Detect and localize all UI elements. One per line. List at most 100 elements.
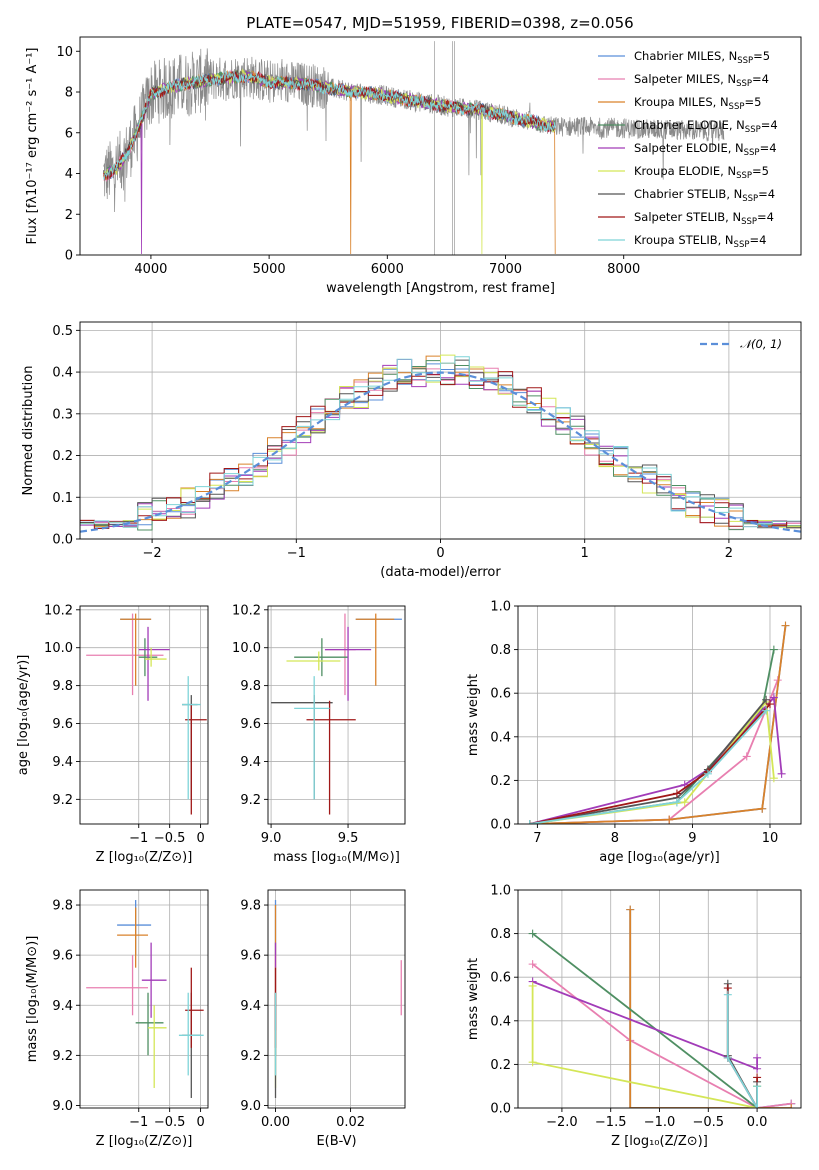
y-tick-label: 9.4 [52,999,73,1014]
mass-weight-marker [626,905,635,914]
legend-model-name: Chabrier STELIB, N [634,187,742,201]
legend-subscript: SSP [742,194,758,204]
x-tick-label: 8000 [607,262,640,277]
mass-weight-marker [528,1058,537,1067]
mass-weight-marker [781,621,790,630]
plot-area [86,613,207,815]
legend-nssp: =5 [744,95,761,109]
legend-nssp: =4 [761,118,778,132]
legend-model-name: Kroupa MILES, N [634,95,729,109]
mass-weight-marker [723,990,732,999]
x-tick-label: −1 [287,546,306,561]
y-tick-label: 1.0 [490,600,511,615]
legend-model-name: Salpeter STELIB, N [634,210,741,224]
mass-weight-line [629,909,792,1108]
mass-weight-marker [753,1104,762,1108]
axes-frame [79,605,209,825]
mass-weight-marker [753,1073,762,1082]
legend-entry: Chabrier ELODIE, NSSP=4 [634,118,778,135]
mass-weight-marker [723,1053,732,1062]
y-tick-label: 9.8 [52,899,73,914]
mass-weight-line [529,699,767,824]
axes-frame [517,889,802,1109]
x-axis-label: wavelength [Angstrom, rest frame] [326,281,555,296]
y-tick-label: 8 [65,86,73,101]
mass-weight-line [532,963,792,1108]
axes-frame [267,889,406,1109]
legend-entry: Salpeter STELIB, NSSP=4 [634,210,774,227]
x-tick-label: 4000 [134,262,167,277]
legend-nssp: =4 [757,210,774,224]
x-axis-label: E(B-V) [316,1134,356,1149]
y-tick-label: 9.2 [240,793,261,808]
y-tick-label: 9.4 [240,755,261,770]
x-tick-label: 6000 [371,262,404,277]
axes-frame [517,605,802,825]
y-tick-label: 0.1 [52,491,73,506]
x-tick-label: 9.0 [261,831,282,846]
y-tick-label: 0.8 [490,927,511,942]
y-tick-label: 0.6 [490,971,511,986]
mass-weight-marker [528,960,537,969]
axes-frame [79,889,209,1109]
mass-weight-marker [672,798,681,807]
x-tick-label: −0.5 [154,831,186,846]
y-tick-label: 9.0 [52,1099,73,1114]
y-tick-label: 9.6 [240,717,261,732]
mass-weight-marker [703,769,712,778]
x-tick-label: −0.5 [693,1115,725,1130]
mass-weight-marker [528,981,537,990]
legend-entry: Chabrier STELIB, NSSP=4 [634,187,775,204]
legend-subscript: SSP [734,240,750,250]
plot-area [528,905,796,1108]
y-tick-label: 0.6 [490,687,511,702]
mass-weight-marker [765,700,774,709]
x-tick-label: −1 [129,831,148,846]
x-tick-label: 0 [196,831,204,846]
y-tick-label: 9.6 [52,717,73,732]
x-tick-label: 1 [581,546,589,561]
y-tick-label: 10.0 [232,641,261,656]
model-spectrum-line [103,69,556,255]
legend-nssp: =4 [758,187,775,201]
x-tick-label: 9.5 [338,831,359,846]
y-tick-label: 0.2 [490,774,511,789]
mass-weight-marker [525,820,534,824]
mass-weight-line [529,625,787,824]
weight-vs-metallicity-plot: −2.0 −1.5 −1.0 −0.5 0.0 0.0 0.2 0.4 0.6 0.8 1.0 Z [… [466,884,802,1149]
plot-area [271,613,402,815]
plot-area [525,621,790,824]
mass-weight-line [532,980,758,1071]
x-tick-label: 8 [611,831,619,846]
y-tick-label: 9.0 [240,1099,261,1114]
y-tick-label: 0.2 [52,449,73,464]
mass-weight-marker [665,815,674,824]
mass-weight-marker [762,706,771,715]
y-tick-label: 9.4 [52,755,73,770]
x-tick-label: 0 [196,1115,204,1130]
y-tick-label: 10 [56,45,73,60]
y-tick-label: 0.4 [490,1014,511,1029]
x-tick-label: −1 [129,1115,148,1130]
legend-model-name: Chabrier ELODIE, N [634,118,745,132]
x-tick-label: −1.5 [595,1115,627,1130]
mass-vs-metallicity-plot: −1 −0.5 0 9.0 9.2 9.4 9.6 9.8 Z [log₁₀(Z/Z⊙)] mas… [25,889,209,1149]
legend-model-name: Kroupa ELODIE, N [634,164,736,178]
spectrum-plot: 4000 5000 6000 7000 8000 0 2 4 6 8 10 wavelength [A… [25,36,802,296]
x-tick-label: −1.0 [644,1115,676,1130]
normal-distribution-curve [80,371,801,533]
mass-vs-ebv-plot: 0.00 0.02 9.0 9.2 9.4 9.6 9.8 E(B-V) [240,889,406,1149]
y-tick-label: 9.6 [240,949,261,964]
legend-entry: Kroupa STELIB, NSSP=4 [634,233,766,250]
x-tick-label: 2 [725,546,733,561]
mass-weight-marker [777,769,786,778]
legend-subscript: SSP [736,171,752,181]
mass-weight-marker [758,804,767,813]
y-tick-label: 10.0 [44,641,73,656]
x-axis-label: mass [log₁₀(M/M⊙)] [273,850,400,865]
legend-nssp: =4 [752,72,769,86]
x-tick-label: 0.02 [336,1115,365,1130]
x-tick-label: 0.00 [261,1115,290,1130]
y-tick-label: 0.4 [52,366,73,381]
residual-histogram-plot: −2 −1 0 1 2 0.0 0.1 0.2 0.3 0.4 0.5 (data-model)/er… [21,321,802,580]
